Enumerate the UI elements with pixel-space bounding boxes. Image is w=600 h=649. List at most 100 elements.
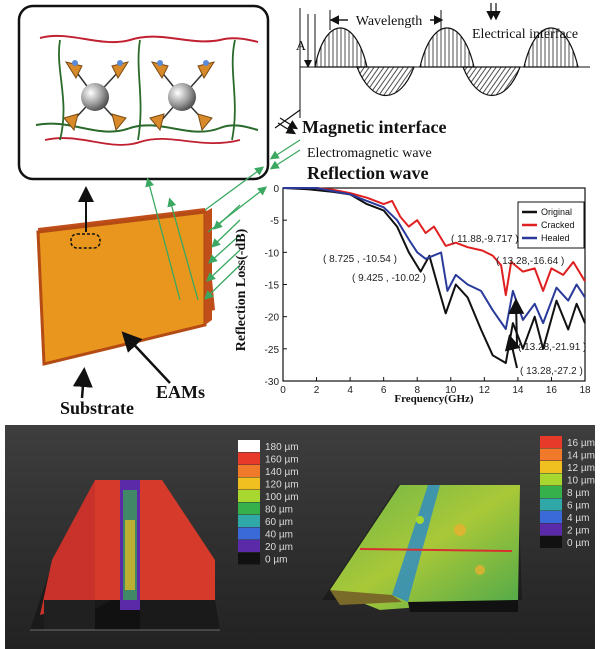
scale-label: 6 µm bbox=[567, 501, 589, 512]
scale-label: 60 µm bbox=[265, 517, 293, 528]
x-tick-label: 14 bbox=[512, 385, 524, 396]
data-annotation: ( 13.28,-16.64 ) bbox=[496, 256, 564, 267]
annotation-arrow bbox=[504, 334, 521, 369]
magnetic-interface-label: Magnetic interface bbox=[302, 117, 446, 137]
eams-label: EAMs bbox=[156, 382, 205, 402]
scale-label: 120 µm bbox=[265, 480, 299, 491]
scale-swatch bbox=[238, 502, 260, 515]
scale-label: 2 µm bbox=[567, 526, 589, 537]
y-tick-label: -20 bbox=[265, 313, 280, 324]
series-line-healed bbox=[283, 187, 586, 330]
scale-swatch bbox=[540, 448, 562, 461]
profile-right-3d bbox=[322, 485, 522, 612]
scale-label: 140 µm bbox=[265, 467, 299, 478]
substrate-plate: EAMs Substrate bbox=[36, 139, 301, 418]
data-annotation: ( 11.88,-9.717 ) bbox=[451, 234, 519, 245]
legend-label: Healed bbox=[541, 233, 570, 243]
scale-label: 4 µm bbox=[567, 513, 589, 524]
em-wave-schematic: A Wavelength Electrical interface Magnet… bbox=[274, 3, 590, 183]
x-tick-label: 0 bbox=[280, 385, 286, 396]
legend-label: Cracked bbox=[541, 220, 575, 230]
y-tick-label: -5 bbox=[270, 216, 279, 227]
healed-surface bbox=[330, 485, 520, 610]
left-ridge-surface bbox=[40, 480, 95, 615]
scale-swatch bbox=[238, 465, 260, 477]
legend-label: Original bbox=[541, 207, 572, 217]
polymer-chain-lower bbox=[44, 137, 241, 146]
right-ridge-surface bbox=[140, 480, 215, 600]
incident-wave-arrows bbox=[145, 139, 301, 301]
scale-label: 20 µm bbox=[265, 542, 293, 553]
profile-left-3d bbox=[30, 480, 220, 631]
inset-frame bbox=[17, 4, 270, 181]
metal-center-right bbox=[149, 60, 216, 132]
data-annotation: ( 9.425 , -10.02 ) bbox=[352, 273, 426, 284]
molecular-network-inset bbox=[17, 4, 270, 181]
scale-label: 0 µm bbox=[265, 555, 287, 566]
chart-legend: Original Cracked Healed bbox=[517, 201, 585, 249]
scale-swatch bbox=[540, 498, 562, 511]
scale-label: 14 µm bbox=[567, 451, 595, 462]
healed-crack-line bbox=[359, 548, 513, 552]
scale-swatch bbox=[540, 461, 562, 473]
scale-label: 16 µm bbox=[567, 438, 595, 449]
x-tick-label: 2 bbox=[314, 385, 320, 396]
scale-swatch bbox=[540, 511, 562, 523]
x-tick-label: 16 bbox=[546, 385, 558, 396]
scale-swatch bbox=[540, 473, 562, 486]
wavelength-label: Wavelength bbox=[356, 14, 423, 29]
reflection-loss-chart: 0 2 4 6 8 10 12 14 16 18 0 -5 -10 -15 -20 -25 -30 ( 8.72… bbox=[234, 184, 591, 405]
scale-swatch bbox=[540, 536, 562, 548]
data-annotation: ( 13.28,-27.2 ) bbox=[520, 366, 583, 377]
x-tick-label: 6 bbox=[381, 385, 387, 396]
y-tick-label: -10 bbox=[265, 248, 280, 259]
electrical-interface-label: Electrical interface bbox=[472, 27, 578, 42]
substrate-label: Substrate bbox=[60, 398, 134, 418]
scale-swatch bbox=[540, 523, 562, 536]
scale-swatch bbox=[238, 527, 260, 540]
x-tick-label: 12 bbox=[479, 385, 491, 396]
scale-label: 8 µm bbox=[567, 488, 589, 499]
metal-center-left bbox=[63, 60, 130, 132]
polymer-chain-top bbox=[39, 34, 259, 44]
scale-label: 80 µm bbox=[265, 505, 293, 516]
series-line-original bbox=[282, 187, 586, 364]
data-annotation: ( 8.725 , -10.54 ) bbox=[323, 254, 397, 265]
data-annotation: ( 13.28,-21.91 ) bbox=[518, 342, 586, 353]
scale-swatch bbox=[540, 486, 562, 498]
x-tick-label: 4 bbox=[347, 385, 353, 396]
electromagnetic-wave-label: Electromagnetic wave bbox=[307, 146, 432, 161]
y-tick-label: -30 bbox=[265, 377, 280, 388]
scale-label: 12 µm bbox=[567, 463, 595, 474]
y-axis-title: Reflection Loss(-dB) bbox=[234, 228, 249, 351]
y-tick-label: 0 bbox=[273, 184, 279, 195]
scale-swatch bbox=[238, 540, 260, 552]
y-tick-label: -15 bbox=[265, 281, 280, 292]
x-tick-label: 8 bbox=[414, 385, 420, 396]
x-tick-label: 18 bbox=[579, 385, 591, 396]
scale-swatch bbox=[238, 515, 260, 527]
scale-swatch bbox=[238, 552, 260, 565]
polymer-chain-bottom bbox=[35, 122, 259, 133]
series-line-cracked bbox=[283, 187, 586, 297]
reflection-wave-label: Reflection wave bbox=[307, 163, 428, 183]
scale-label: 100 µm bbox=[265, 492, 299, 503]
x-axis-title: Frequency(GHz) bbox=[394, 393, 474, 405]
crack-region bbox=[70, 233, 101, 249]
scale-swatch bbox=[540, 436, 562, 448]
scale-label: 40 µm bbox=[265, 530, 293, 541]
scale-label: 180 µm bbox=[265, 442, 299, 453]
scale-label: 0 µm bbox=[567, 538, 589, 549]
x-tick-label: 10 bbox=[445, 385, 457, 396]
scale-label: 160 µm bbox=[265, 455, 299, 466]
scale-label: 10 µm bbox=[567, 476, 595, 487]
scale-swatch bbox=[238, 490, 260, 502]
amplitude-label: A bbox=[296, 39, 307, 54]
scale-swatch bbox=[238, 477, 260, 490]
y-tick-label: -25 bbox=[265, 345, 280, 356]
annotation-arrow bbox=[508, 298, 525, 346]
